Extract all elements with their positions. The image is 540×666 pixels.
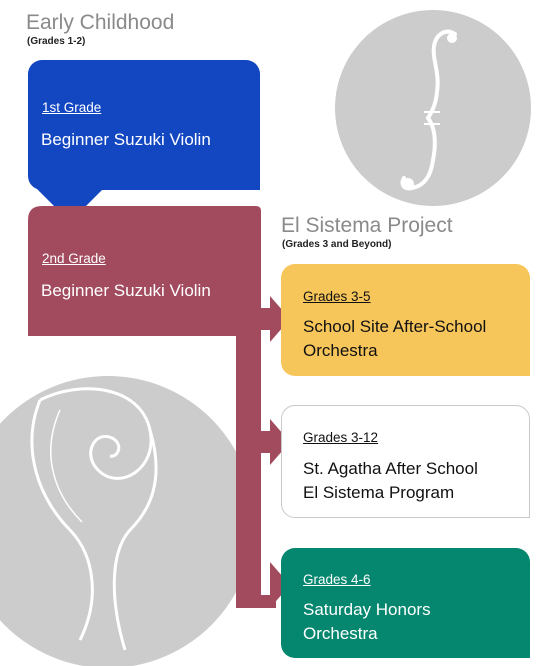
card-grade-label: Grades 3-12 [303,430,379,445]
right-arrow-icon [270,419,290,465]
card-program-line: Orchestra [303,341,378,360]
card-grades-3-12: Grades 3-12 St. Agatha After School El S… [281,405,530,518]
card-grade-label: Grades 4-6 [303,572,371,587]
card-grades-3-5: Grades 3-5 School Site After-School Orch… [281,264,530,376]
right-arrow-icon [270,562,290,608]
card-grades-4-6: Grades 4-6 Saturday Honors Orchestra [281,548,530,658]
early-childhood-title: Early Childhood [26,11,175,34]
card-grade-label: Grades 3-5 [303,289,371,304]
violin-f-hole-icon [335,10,531,206]
card-grade-label: 1st Grade [42,100,102,115]
violin-scroll-icon [0,376,254,666]
el-sistema-title: El Sistema Project [281,214,453,237]
card-program-line: El Sistema Program [303,483,455,502]
down-arrow-icon [36,188,104,222]
card-1st-grade: 1st Grade Beginner Suzuki Violin [28,60,260,190]
card-program-line: Saturday Honors [303,600,431,619]
card-program-line: Beginner Suzuki Violin [41,281,211,300]
card-2nd-grade: 2nd Grade Beginner Suzuki Violin [28,206,260,336]
card-program-line: Beginner Suzuki Violin [41,130,211,149]
card-program-line: Orchestra [303,624,378,643]
el-sistema-subtitle: (Grades 3 and Beyond) [282,239,392,250]
maroon-flow-connector [28,206,290,608]
card-program-line: School Site After-School [303,317,487,336]
early-childhood-subtitle: (Grades 1-2) [27,36,86,47]
card-program-line: St. Agatha After School [303,459,478,478]
card-grade-label: 2nd Grade [42,251,106,266]
right-arrow-icon [270,296,290,342]
